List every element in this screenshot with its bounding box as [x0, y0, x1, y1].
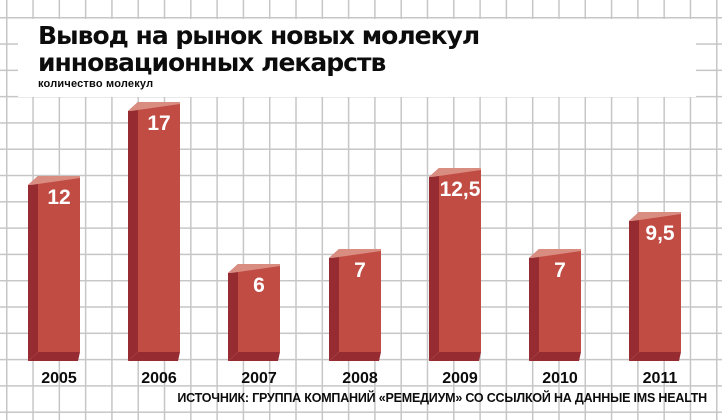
bar-value-label: 12	[47, 186, 70, 209]
bar-top-bevel	[429, 168, 481, 177]
bar-value-label: 7	[554, 259, 566, 282]
title-line-2: инновационных лекарств	[38, 48, 386, 77]
bar-2010: 7 2010	[529, 249, 581, 387]
bar-value-label: 7	[354, 259, 366, 282]
bar-value-label: 12,5	[440, 178, 481, 201]
bar-top-bevel	[329, 249, 381, 258]
bar-top-bevel	[529, 249, 581, 258]
bar-bottom-face	[28, 352, 80, 361]
bar-side-face	[329, 249, 339, 361]
bar-2007: 6 2007	[228, 264, 280, 387]
y-axis-label: количество молекул	[38, 78, 154, 90]
bar-side-face	[28, 176, 38, 361]
x-tick-label: 2006	[141, 370, 177, 387]
bar-bottom-face	[429, 352, 481, 361]
bar-value-label: 9,5	[645, 222, 675, 245]
source-attribution: ИСТОЧНИК: ГРУППА КОМПАНИЙ «РЕМЕДИУМ» СО …	[177, 391, 707, 405]
bar-bottom-face	[128, 352, 180, 361]
bar-bottom-face	[529, 352, 581, 361]
bar-front-face	[339, 249, 381, 352]
x-tick-label: 2011	[643, 370, 678, 387]
bar-value-label: 6	[253, 274, 265, 297]
bar-top-bevel	[128, 102, 180, 111]
x-tick-label: 2008	[342, 370, 378, 387]
bar-top-bevel	[228, 264, 280, 273]
bar-bottom-face	[228, 352, 280, 361]
page-title: Вывод на рынок новых молекул инновационн…	[38, 22, 696, 76]
bar-side-face	[429, 168, 439, 361]
bar-front-face	[138, 102, 180, 352]
bar-side-face	[228, 264, 238, 361]
bar-value-label: 17	[147, 112, 170, 135]
bar-2011: 9,5 2011	[629, 212, 681, 387]
bar-2005: 12 2005	[28, 176, 80, 387]
x-tick-label: 2009	[442, 370, 478, 387]
bar-2008: 7 2008	[329, 249, 381, 387]
bar-bottom-face	[629, 352, 681, 361]
bar-front-face	[639, 212, 681, 352]
bar-bottom-face	[329, 352, 381, 361]
bar-2006: 17 2006	[128, 102, 180, 387]
title-box: Вывод на рынок новых молекул инновационн…	[18, 19, 696, 97]
bar-front-face	[439, 168, 481, 352]
title-line-1: Вывод на рынок новых молекул	[38, 21, 480, 50]
bar-side-face	[128, 102, 138, 361]
bar-top-bevel	[28, 176, 80, 185]
x-tick-label: 2005	[41, 370, 77, 387]
bar-top-bevel	[629, 212, 681, 221]
bar-2009: 12,5 2009	[429, 168, 481, 387]
bar-front-face	[38, 176, 80, 352]
bar-side-face	[629, 212, 639, 361]
x-tick-label: 2010	[542, 370, 578, 387]
bar-side-face	[529, 249, 539, 361]
x-tick-label: 2007	[241, 370, 277, 387]
bar-front-face	[539, 249, 581, 352]
bar-front-face	[238, 264, 280, 352]
